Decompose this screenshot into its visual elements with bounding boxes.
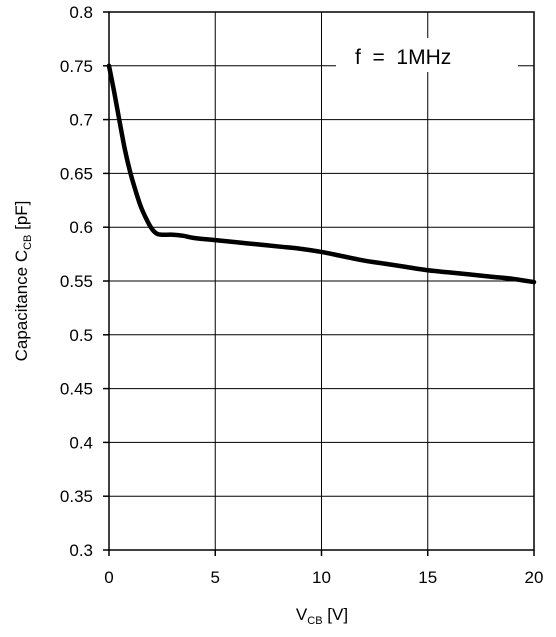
y-axis-label-unit: [pF]: [12, 201, 31, 235]
grid: [109, 12, 534, 550]
y-tick-label: 0.45: [60, 380, 93, 399]
y-tick-label: 0.8: [69, 3, 93, 22]
x-tick-label: 20: [525, 568, 544, 587]
x-tick-label: 0: [104, 568, 113, 587]
y-axis-label-main: Capacitance C: [12, 250, 31, 362]
x-axis-label-unit: [V]: [323, 605, 349, 624]
annotation-label: f = 1MHz: [355, 46, 451, 69]
x-tick-label: 15: [418, 568, 437, 587]
x-tick-label: 5: [211, 568, 220, 587]
y-tick-label: 0.55: [60, 272, 93, 291]
y-tick-label: 0.65: [60, 164, 93, 183]
y-tick-label: 0.3: [69, 541, 93, 560]
x-tick-label: 10: [312, 568, 331, 587]
y-tick-label: 0.6: [69, 218, 93, 237]
y-tick-label: 0.5: [69, 326, 93, 345]
x-axis-label-sub: CB: [307, 615, 322, 627]
annotation-background: [336, 38, 518, 72]
y-axis-label-sub: CB: [22, 235, 34, 250]
y-tick-label: 0.35: [60, 487, 93, 506]
y-tick-label: 0.4: [69, 433, 93, 452]
tick-layer: 0 5 10 15 20 0.3 0.35 0.4 0.45 0.5 0.55 0.6 0.65 0.7 0…: [60, 3, 544, 587]
x-axis-label: VCB [V]: [296, 605, 348, 627]
series-layer: [106, 63, 537, 285]
y-tick-label: 0.7: [69, 111, 93, 130]
y-tick-label: 0.75: [60, 57, 93, 76]
series-line: [106, 63, 537, 285]
x-axis-label-main: V: [296, 605, 308, 624]
y-axis-label: Capacitance CCB [pF]: [12, 201, 34, 362]
